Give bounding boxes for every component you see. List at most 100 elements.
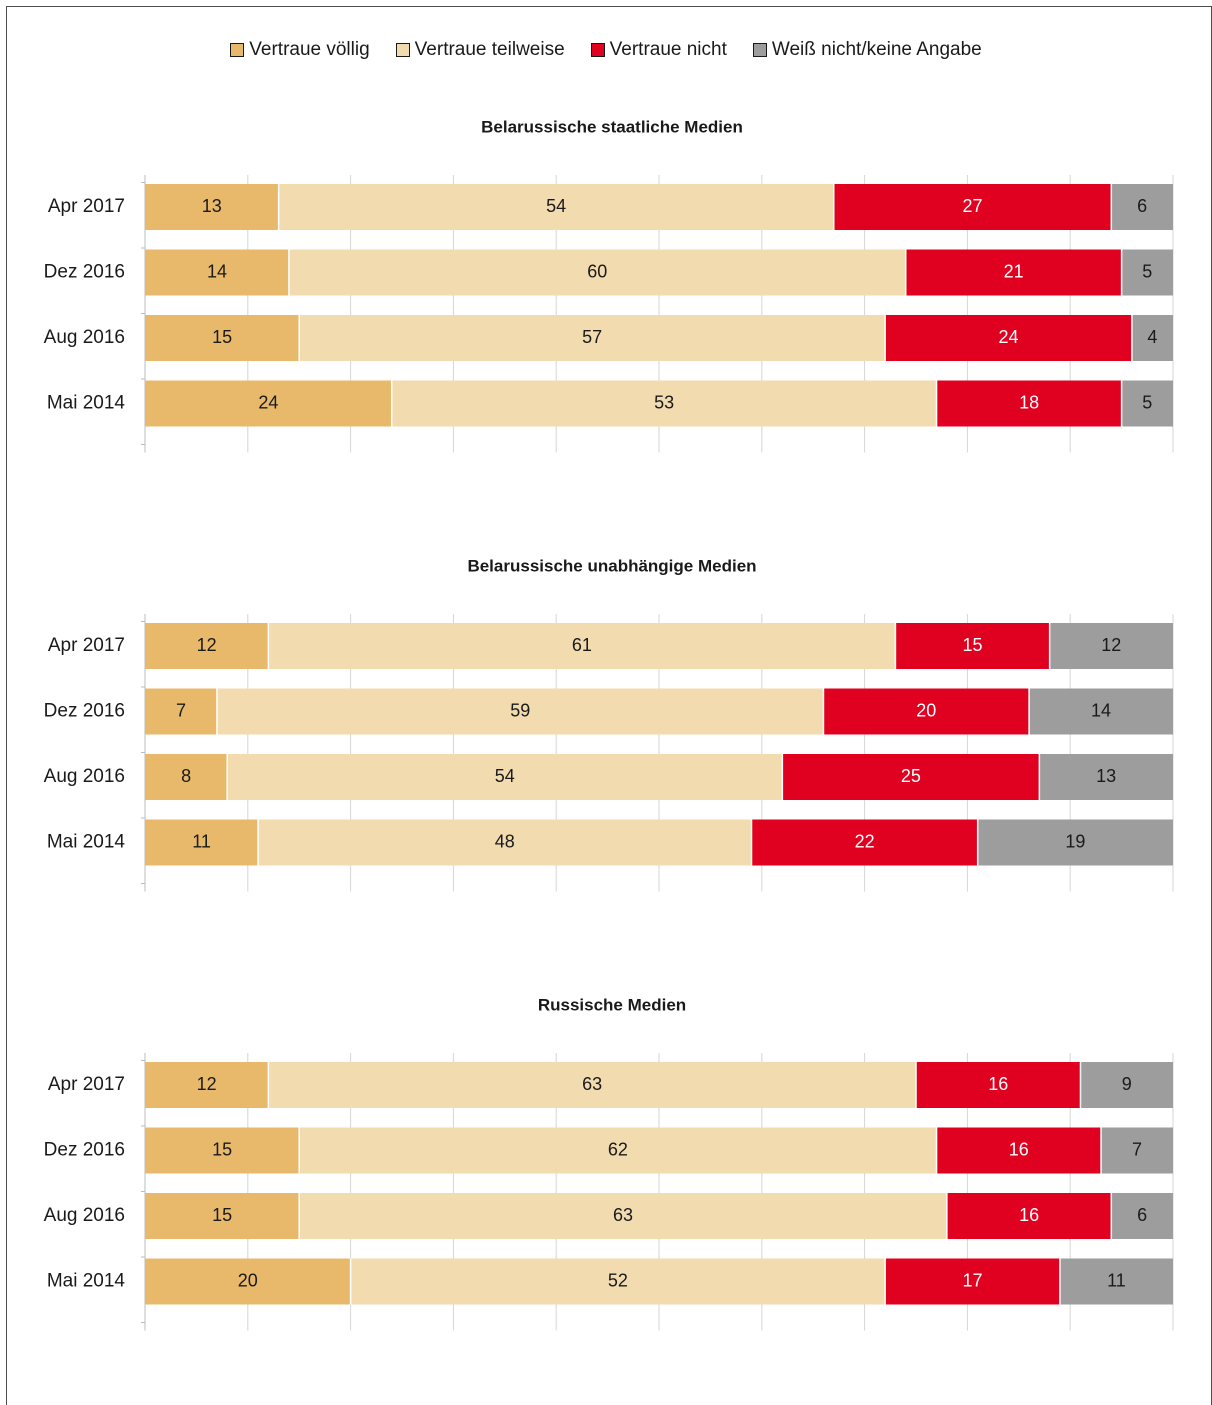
bar-segment (145, 688, 217, 735)
panel-title: Russische Medien (538, 995, 686, 1014)
category-label: Mai 2014 (47, 832, 126, 853)
data-label: 54 (495, 766, 515, 786)
data-label: 52 (608, 1270, 628, 1290)
data-label: 15 (963, 635, 983, 655)
bar-segment (258, 819, 752, 866)
category-label: Mai 2014 (47, 1271, 126, 1292)
bar-segment (145, 819, 259, 866)
data-label: 15 (212, 1139, 232, 1159)
bar-segment (278, 184, 834, 230)
bar-segment (1131, 315, 1173, 361)
data-label: 63 (613, 1205, 633, 1225)
legend-label: Weiß nicht/keine Angabe (771, 39, 982, 60)
legend-swatch (590, 43, 605, 57)
data-label: 11 (192, 831, 211, 851)
data-label: 24 (999, 327, 1019, 347)
data-label: 15 (212, 327, 232, 347)
data-label: 5 (1142, 392, 1152, 412)
data-label: 20 (238, 1270, 258, 1290)
data-label: 17 (963, 1270, 983, 1290)
category-label: Aug 2016 (44, 327, 125, 348)
bar-segment (885, 1258, 1060, 1305)
data-label: 7 (1132, 1139, 1142, 1159)
category-label: Mai 2014 (47, 393, 126, 414)
category-label: Apr 2017 (48, 196, 125, 217)
data-label: 18 (1019, 392, 1039, 412)
data-label: 14 (207, 261, 227, 281)
bar-segment (1049, 623, 1173, 669)
bar-segment (299, 1193, 947, 1239)
legend-swatch (230, 43, 245, 57)
bar-segment (1080, 1062, 1173, 1108)
data-label: 12 (197, 1074, 217, 1094)
bar-segment (145, 315, 300, 361)
data-label: 5 (1142, 261, 1152, 281)
legend-item-vertraue-teilweise: Vertraue teilweise (395, 39, 565, 61)
legend-item-vertraue-nicht: Vertraue nicht (590, 39, 727, 61)
legend: Vertraue völlig Vertraue teilweise Vertr… (0, 36, 1212, 64)
data-label: 19 (1065, 831, 1085, 851)
data-label: 59 (510, 700, 530, 720)
bar-segment (833, 184, 1112, 230)
category-label: Apr 2017 (48, 1074, 125, 1095)
legend-swatch (752, 43, 767, 57)
panel-title: Belarussische staatliche Medien (481, 117, 743, 136)
data-label: 13 (1096, 766, 1116, 786)
legend-item-weiss-nicht: Weiß nicht/keine Angabe (752, 39, 982, 61)
data-label: 22 (855, 831, 875, 851)
bar-segment (145, 380, 392, 427)
data-label: 53 (654, 392, 674, 412)
panel-title: Belarussische unabhängige Medien (467, 556, 756, 575)
category-label: Dez 2016 (44, 262, 125, 283)
legend-swatch (395, 43, 410, 57)
data-label: 9 (1122, 1074, 1132, 1094)
data-label: 13 (202, 196, 222, 216)
bar-segment (1121, 380, 1173, 427)
bar-segment (391, 380, 937, 427)
bar-segment (916, 1062, 1081, 1108)
data-label: 21 (1004, 261, 1024, 281)
data-label: 25 (901, 766, 921, 786)
bar-segment (895, 623, 1050, 669)
bar-segment (1101, 1127, 1173, 1174)
data-label: 20 (916, 700, 936, 720)
data-label: 61 (572, 635, 592, 655)
category-label: Dez 2016 (44, 1140, 125, 1161)
bar-segment (145, 249, 289, 296)
bar-segment (1111, 184, 1173, 230)
bar-segment (1121, 249, 1173, 296)
bar-segment (288, 249, 906, 296)
data-label: 16 (988, 1074, 1008, 1094)
bar-segment (145, 1062, 269, 1108)
bar-segment (905, 249, 1122, 296)
category-label: Aug 2016 (44, 1205, 125, 1226)
data-label: 27 (963, 196, 983, 216)
legend-item-vertraue-voellig: Vertraue völlig (230, 39, 370, 61)
bar-segment (268, 623, 896, 669)
bar-segment (268, 1062, 916, 1108)
bar-segment (936, 1127, 1102, 1174)
legend-label: Vertraue völlig (249, 39, 370, 60)
bar-segment (936, 380, 1122, 427)
data-label: 62 (608, 1139, 628, 1159)
data-label: 12 (197, 635, 217, 655)
bar-segment (977, 819, 1173, 866)
bar-segment (1039, 754, 1173, 800)
bar-segment (145, 754, 228, 800)
category-label: Apr 2017 (48, 635, 125, 656)
bar-segment (227, 754, 783, 800)
data-label: 12 (1101, 635, 1121, 655)
bar-segment (782, 754, 1040, 800)
data-label: 16 (1009, 1139, 1029, 1159)
data-label: 4 (1147, 327, 1157, 347)
bar-segment (1059, 1258, 1173, 1305)
bar-segment (1029, 688, 1173, 735)
category-label: Aug 2016 (44, 766, 125, 787)
data-label: 11 (1107, 1270, 1126, 1290)
bar-segment (145, 623, 269, 669)
bar-segment (751, 819, 978, 866)
data-label: 6 (1137, 1205, 1147, 1225)
bar-segment (145, 184, 279, 230)
data-label: 7 (176, 700, 186, 720)
